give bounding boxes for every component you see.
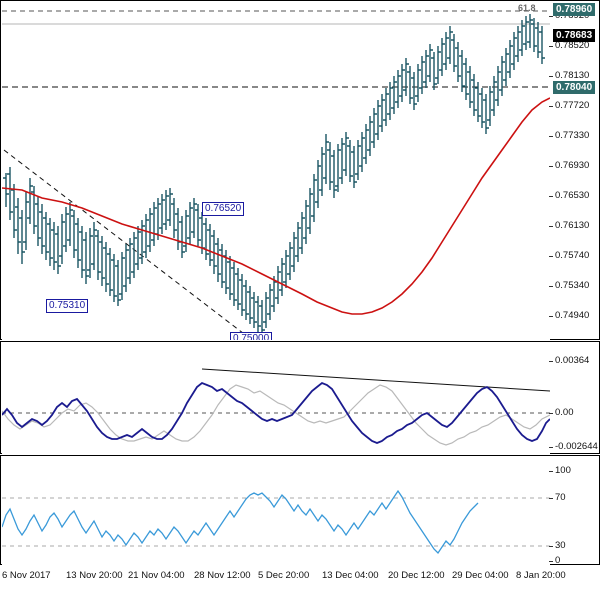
rsi-plot-area[interactable] (2, 457, 550, 565)
moving-average-line (2, 97, 550, 315)
rsi-axis[interactable]: 100 70 30 0 (549, 457, 599, 565)
rsi-axis-label: 100 (555, 465, 571, 476)
price-tag-high: 0.78960 (553, 3, 596, 16)
price-svg (2, 10, 550, 340)
price-panel: AUDUSD,H4 0.78753 0.78763 0.78611 0.7868… (0, 0, 600, 340)
x-axis-label: 6 Nov 2017 (2, 570, 51, 581)
price-axis-label: 0.78130 (555, 70, 590, 81)
fib-level-618: 61.8 (518, 3, 536, 13)
price-axis-label: 0.74940 (555, 310, 590, 321)
downtrend-line (3, 149, 253, 340)
x-axis-label: 13 Dec 04:00 (322, 570, 379, 581)
level-annotation-75000[interactable]: 0.75000 (230, 332, 273, 340)
rsi-axis-label: 0 (555, 555, 561, 566)
macd-axis-label: 0.00 (555, 407, 574, 418)
price-axis-label: 0.76930 (555, 160, 590, 171)
x-axis-label: 8 Jan 20:00 (516, 570, 566, 581)
macd-panel: MACD(12,26,9) 0.000615 0.000087 0.00364 … (0, 341, 600, 454)
rsi-line (2, 489, 479, 555)
level-annotation-75310[interactable]: 0.75310 (46, 299, 89, 313)
price-axis-label: 0.77720 (555, 100, 590, 111)
rsi-axis-label: 30 (555, 540, 566, 551)
price-tag-last: 0.78683 (553, 29, 596, 42)
price-axis-label: 0.76530 (555, 190, 590, 201)
rsi-panel: RSI(14) 63.2356 100 70 30 0 (0, 455, 600, 565)
price-axis-label: 0.75740 (555, 250, 590, 261)
macd-plot-area[interactable] (2, 343, 550, 454)
level-annotation-76520[interactable]: 0.76520 (202, 202, 245, 216)
x-axis-label: 28 Nov 12:00 (194, 570, 251, 581)
price-axis[interactable]: 0.78920 0.78520 0.78130 0.77720 0.77330 … (549, 2, 599, 340)
price-plot-area[interactable]: 0.76520 0.75310 0.75000 61.8 (2, 2, 550, 340)
macd-axis[interactable]: 0.00364 0.00 -0.002644 (549, 343, 599, 454)
x-axis-label: 20 Dec 12:00 (388, 570, 445, 581)
macd-main-line (2, 381, 550, 444)
price-axis-label: 0.77330 (555, 130, 590, 141)
x-axis-label: 29 Dec 04:00 (452, 570, 509, 581)
price-axis-label: 0.75340 (555, 280, 590, 291)
macd-svg (2, 368, 550, 446)
price-axis-label: 0.78520 (555, 40, 590, 51)
macd-axis-label: -0.002644 (555, 441, 598, 452)
macd-trendline (201, 368, 550, 392)
x-axis-label: 13 Nov 20:00 (66, 570, 123, 581)
x-axis-label: 5 Dec 20:00 (258, 570, 310, 581)
ohlc-bars (3, 14, 545, 334)
macd-axis-label: 0.00364 (555, 355, 590, 366)
rsi-axis-label: 70 (555, 492, 566, 503)
price-axis-label: 0.76130 (555, 220, 590, 231)
macd-signal-line (2, 384, 550, 446)
price-tag-level: 0.78040 (553, 81, 596, 94)
rsi-svg (2, 489, 550, 555)
x-axis-label: 21 Nov 04:00 (128, 570, 185, 581)
